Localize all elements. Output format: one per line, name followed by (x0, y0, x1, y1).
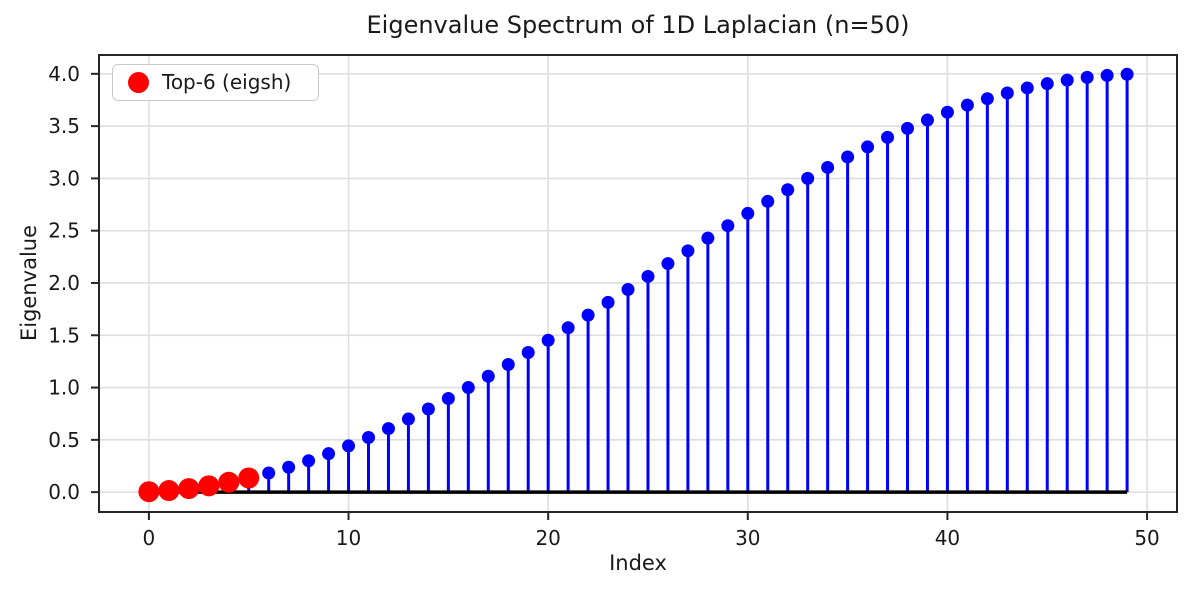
legend-red-dot-icon (128, 72, 149, 93)
svg-text:0.5: 0.5 (48, 428, 80, 452)
svg-text:2.5: 2.5 (48, 219, 80, 243)
markers-top6-red (138, 467, 260, 503)
y-tick-labels: 0.0 0.5 1.0 1.5 2.0 2.5 3.0 3.5 4.0 (48, 62, 80, 504)
svg-text:3.5: 3.5 (48, 114, 80, 138)
svg-text:2.0: 2.0 (48, 271, 80, 295)
svg-text:1.5: 1.5 (48, 323, 80, 347)
svg-text:4.0: 4.0 (48, 62, 80, 86)
markers-blue (262, 67, 1134, 480)
svg-text:3.0: 3.0 (48, 166, 80, 190)
svg-text:40: 40 (935, 526, 960, 550)
y-axis-label: Eigenvalue (17, 224, 41, 342)
tick-marks (91, 72, 1149, 520)
svg-text:50: 50 (1134, 526, 1159, 550)
x-tick-labels: 0 10 20 30 40 50 (143, 526, 1160, 550)
legend-label: Top-6 (eigsh) (162, 70, 292, 94)
svg-text:20: 20 (535, 526, 560, 550)
x-axis-label: Index (609, 551, 667, 575)
svg-text:30: 30 (735, 526, 760, 550)
legend: Top-6 (eigsh) (112, 64, 319, 101)
svg-text:10: 10 (336, 526, 361, 550)
svg-text:1.0: 1.0 (48, 376, 80, 400)
svg-text:0.0: 0.0 (48, 480, 80, 504)
grid-lines (99, 55, 1177, 512)
svg-text:0: 0 (143, 526, 156, 550)
chart-title: Eigenvalue Spectrum of 1D Laplacian (n=5… (366, 11, 910, 39)
